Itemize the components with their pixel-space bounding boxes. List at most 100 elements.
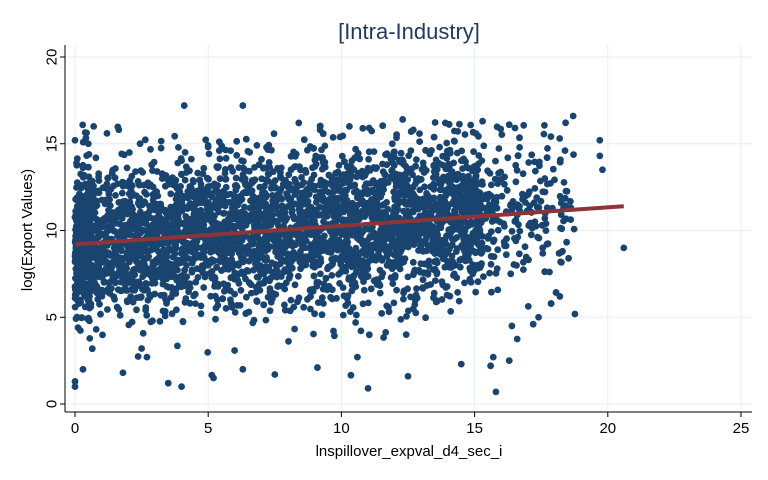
scatter-point	[543, 154, 551, 162]
scatter-point	[149, 317, 156, 325]
scatter-point	[430, 133, 438, 141]
scatter-point	[347, 308, 354, 315]
scatter-point	[447, 177, 455, 185]
scatter-point	[189, 201, 196, 209]
scatter-point	[310, 330, 317, 338]
scatter-point	[323, 286, 331, 294]
scatter-point	[219, 295, 227, 303]
scatter-point	[262, 193, 270, 201]
scatter-point	[404, 307, 412, 315]
scatter-point	[314, 248, 322, 256]
scatter-point	[490, 253, 498, 261]
scatter-point	[139, 261, 146, 269]
scatter-point	[172, 274, 180, 282]
scatter-point	[512, 178, 520, 186]
scatter-point	[450, 235, 458, 243]
scatter-point	[250, 202, 258, 210]
scatter-point	[446, 146, 454, 154]
scatter-point	[433, 230, 441, 238]
scatter-point	[105, 288, 113, 296]
scatter-point	[520, 266, 527, 273]
scatter-point	[76, 276, 84, 283]
scatter-point	[192, 278, 200, 286]
scatter-point	[158, 170, 166, 178]
scatter-point	[200, 221, 208, 229]
scatter-point	[291, 153, 299, 160]
scatter-point	[277, 185, 285, 193]
scatter-point	[397, 255, 405, 262]
scatter-point	[288, 264, 296, 272]
scatter-point	[143, 311, 151, 319]
scatter-point	[248, 289, 255, 297]
scatter-point	[472, 188, 480, 196]
scatter-point	[471, 262, 479, 270]
scatter-point	[409, 191, 416, 198]
scatter-point	[179, 318, 187, 325]
scatter-point	[196, 176, 204, 184]
scatter-point	[430, 245, 438, 253]
scatter-point	[393, 134, 400, 142]
scatter-point	[351, 181, 359, 189]
scatter-point	[128, 172, 136, 180]
scatter-point	[505, 121, 513, 129]
scatter-point	[308, 250, 315, 258]
scatter-point	[562, 187, 570, 195]
scatter-point	[242, 180, 250, 188]
scatter-point	[470, 148, 477, 156]
scatter-point	[492, 198, 500, 206]
scatter-point	[85, 290, 93, 298]
scatter-point	[241, 215, 248, 223]
scatter-point	[365, 155, 372, 163]
scatter-point	[220, 209, 228, 217]
scatter-point	[412, 291, 420, 299]
scatter-point	[437, 193, 444, 201]
scatter-point	[519, 195, 526, 203]
scatter-point	[570, 225, 578, 233]
scatter-point	[431, 119, 439, 126]
scatter-point	[121, 270, 129, 278]
scatter-point	[475, 219, 482, 227]
scatter-point	[205, 203, 213, 210]
scatter-point	[433, 159, 441, 167]
scatter-point	[409, 126, 417, 134]
scatter-point	[409, 258, 417, 266]
scatter-point	[145, 253, 153, 260]
scatter-point	[437, 250, 444, 258]
scatter-point	[150, 193, 158, 201]
scatter-point	[283, 190, 290, 198]
scatter-point	[345, 255, 353, 263]
scatter-point	[198, 244, 206, 252]
scatter-point	[563, 238, 570, 246]
scatter-point	[108, 264, 115, 272]
scatter-point	[143, 270, 150, 277]
scatter-point	[455, 297, 463, 305]
scatter-point	[122, 276, 130, 283]
scatter-point	[404, 176, 412, 184]
x-tick-label: 10	[333, 420, 350, 437]
scatter-point	[320, 161, 328, 169]
scatter-point	[383, 253, 391, 260]
scatter-point	[346, 229, 354, 237]
y-tick-label: 5	[43, 313, 60, 321]
scatter-point	[258, 155, 265, 163]
scatter-point	[98, 223, 106, 231]
scatter-point	[487, 362, 494, 370]
scatter-point	[524, 303, 532, 310]
scatter-point	[79, 138, 87, 146]
scatter-point	[71, 383, 79, 391]
scatter-point	[232, 208, 240, 216]
scatter-point	[260, 164, 267, 172]
scatter-point	[75, 300, 83, 307]
scatter-point	[560, 179, 568, 186]
scatter-point	[99, 217, 106, 225]
scatter-point	[340, 191, 348, 199]
scatter-point	[202, 261, 210, 268]
scatter-point	[183, 247, 191, 254]
scatter-point	[87, 303, 95, 311]
scatter-point	[233, 151, 241, 159]
scatter-point	[320, 300, 327, 307]
scatter-point	[365, 124, 373, 132]
scatter-point	[260, 301, 268, 309]
scatter-point	[527, 219, 534, 227]
scatter-point	[456, 120, 463, 128]
